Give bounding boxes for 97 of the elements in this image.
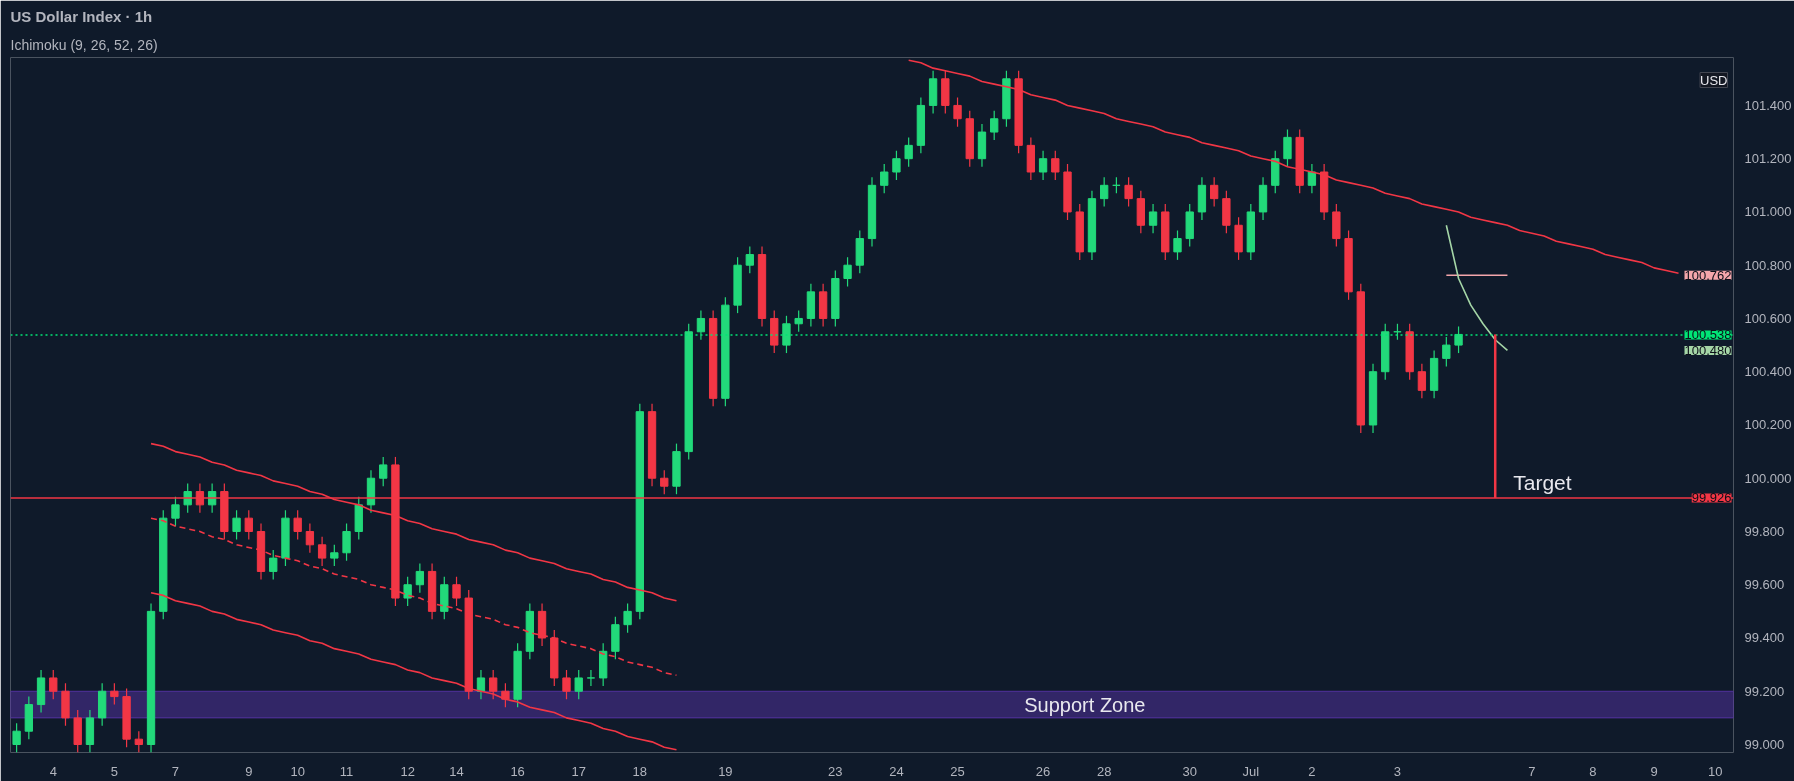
annotation: 100.480 bbox=[1684, 342, 1732, 358]
band-label: Support Zone bbox=[1024, 693, 1146, 716]
candlestick bbox=[489, 669, 498, 700]
x-tick-label: 11 bbox=[339, 763, 354, 779]
ref-line-label: 100.538 bbox=[1684, 327, 1732, 343]
x-tick-label: 5 bbox=[110, 763, 118, 779]
candlestick bbox=[904, 136, 913, 168]
candlestick bbox=[293, 509, 302, 541]
x-tick-label: 24 bbox=[889, 763, 904, 779]
x-tick-label: 16 bbox=[510, 763, 525, 779]
candlestick bbox=[660, 469, 669, 495]
candlestick bbox=[452, 576, 461, 607]
candlestick bbox=[1124, 176, 1133, 208]
candlestick bbox=[171, 496, 180, 527]
candlestick bbox=[305, 522, 315, 554]
annotation: Target bbox=[1513, 470, 1572, 494]
annotation: 100.762 bbox=[1684, 267, 1732, 283]
x-tick-label: 9 bbox=[245, 763, 253, 779]
x-tick-label: 25 bbox=[950, 763, 965, 779]
y-tick-label: 100.600 bbox=[1744, 310, 1792, 326]
ref-line-label: 99.926 bbox=[1691, 490, 1732, 506]
candlestick bbox=[317, 536, 327, 567]
candlestick bbox=[880, 163, 889, 194]
y-tick-label: 99.000 bbox=[1744, 737, 1785, 753]
candlestick bbox=[476, 669, 486, 700]
candlestick bbox=[232, 509, 241, 541]
candlestick bbox=[892, 150, 901, 181]
y-tick-label: 99.600 bbox=[1744, 577, 1785, 593]
candlestick bbox=[1038, 150, 1048, 181]
x-tick-label: 10 bbox=[290, 763, 305, 779]
candlestick bbox=[379, 456, 388, 487]
candlestick bbox=[623, 602, 632, 634]
candlestick bbox=[1100, 176, 1109, 208]
candlestick bbox=[953, 96, 962, 128]
candlestick bbox=[562, 669, 571, 700]
x-tick-label: 4 bbox=[49, 763, 57, 779]
y-tick-label: 101.200 bbox=[1744, 151, 1792, 167]
candlestick bbox=[1283, 128, 1292, 168]
y-tick-label: 101.000 bbox=[1744, 204, 1792, 220]
candlestick bbox=[1209, 176, 1219, 208]
x-tick-label: 10 bbox=[1707, 763, 1723, 779]
candlestick bbox=[1051, 150, 1060, 181]
candlestick bbox=[1307, 163, 1317, 194]
x-tick-label: 3 bbox=[1393, 763, 1402, 779]
y-tick-label: 101.400 bbox=[1744, 97, 1792, 113]
candlestick bbox=[403, 576, 412, 607]
candlestick bbox=[1173, 229, 1182, 261]
y-tick-label: 100.400 bbox=[1744, 364, 1792, 380]
candlestick bbox=[1442, 336, 1451, 367]
candlestick bbox=[586, 669, 596, 687]
y-tick-label: 100.000 bbox=[1744, 470, 1792, 486]
chart-title: US Dollar Index · 1h bbox=[10, 7, 153, 25]
candlestick bbox=[990, 110, 999, 141]
y-tick-label: 99.200 bbox=[1744, 683, 1785, 699]
x-tick-label: 23 bbox=[828, 763, 843, 779]
x-tick-label: 19 bbox=[718, 763, 733, 779]
line-series bbox=[150, 591, 678, 751]
x-tick-label: 18 bbox=[632, 763, 648, 779]
x-tick-label: 9 bbox=[1650, 763, 1658, 779]
candlestick bbox=[782, 315, 791, 354]
candlestick bbox=[12, 722, 21, 753]
candlestick bbox=[110, 682, 119, 706]
x-tick-label: Jul bbox=[1242, 763, 1260, 779]
x-tick-label: 28 bbox=[1096, 763, 1112, 779]
line-series bbox=[1445, 224, 1509, 352]
line-series bbox=[907, 59, 1680, 274]
candlestick bbox=[745, 245, 754, 274]
x-tick-label: 17 bbox=[571, 763, 586, 779]
candlestick bbox=[342, 522, 351, 562]
x-tick-label: 7 bbox=[1528, 763, 1536, 779]
candlestick bbox=[415, 562, 425, 594]
candlestick bbox=[330, 544, 339, 567]
y-tick-label: 100.200 bbox=[1744, 417, 1792, 433]
candlestick bbox=[1417, 363, 1427, 399]
candlestick bbox=[843, 256, 852, 288]
x-tick-label: 26 bbox=[1035, 763, 1051, 779]
candlestick bbox=[696, 309, 706, 341]
chart-subtitle: Ichimoku (9, 26, 52, 26) bbox=[10, 36, 158, 53]
x-tick-label: 12 bbox=[400, 763, 415, 779]
x-tick-label: 7 bbox=[171, 763, 180, 779]
y-tick-label: 99.800 bbox=[1744, 523, 1785, 539]
x-tick-label: 14 bbox=[449, 763, 464, 779]
x-tick-label: 2 bbox=[1308, 763, 1316, 779]
candlestick bbox=[49, 669, 58, 700]
candlestick bbox=[501, 682, 510, 708]
x-tick-label: 30 bbox=[1182, 763, 1197, 779]
y-tick-label: 100.800 bbox=[1744, 257, 1792, 273]
candlestick bbox=[244, 509, 253, 541]
candlestick bbox=[269, 549, 278, 581]
y-tick-label: 99.400 bbox=[1744, 630, 1785, 646]
x-tick-label: 8 bbox=[1589, 763, 1597, 779]
annotation: USD bbox=[1700, 72, 1728, 88]
candlestick bbox=[1454, 325, 1463, 354]
candlestick bbox=[794, 309, 803, 333]
candlestick bbox=[574, 669, 583, 700]
candlestick bbox=[1148, 203, 1158, 234]
candlestick bbox=[134, 730, 143, 753]
